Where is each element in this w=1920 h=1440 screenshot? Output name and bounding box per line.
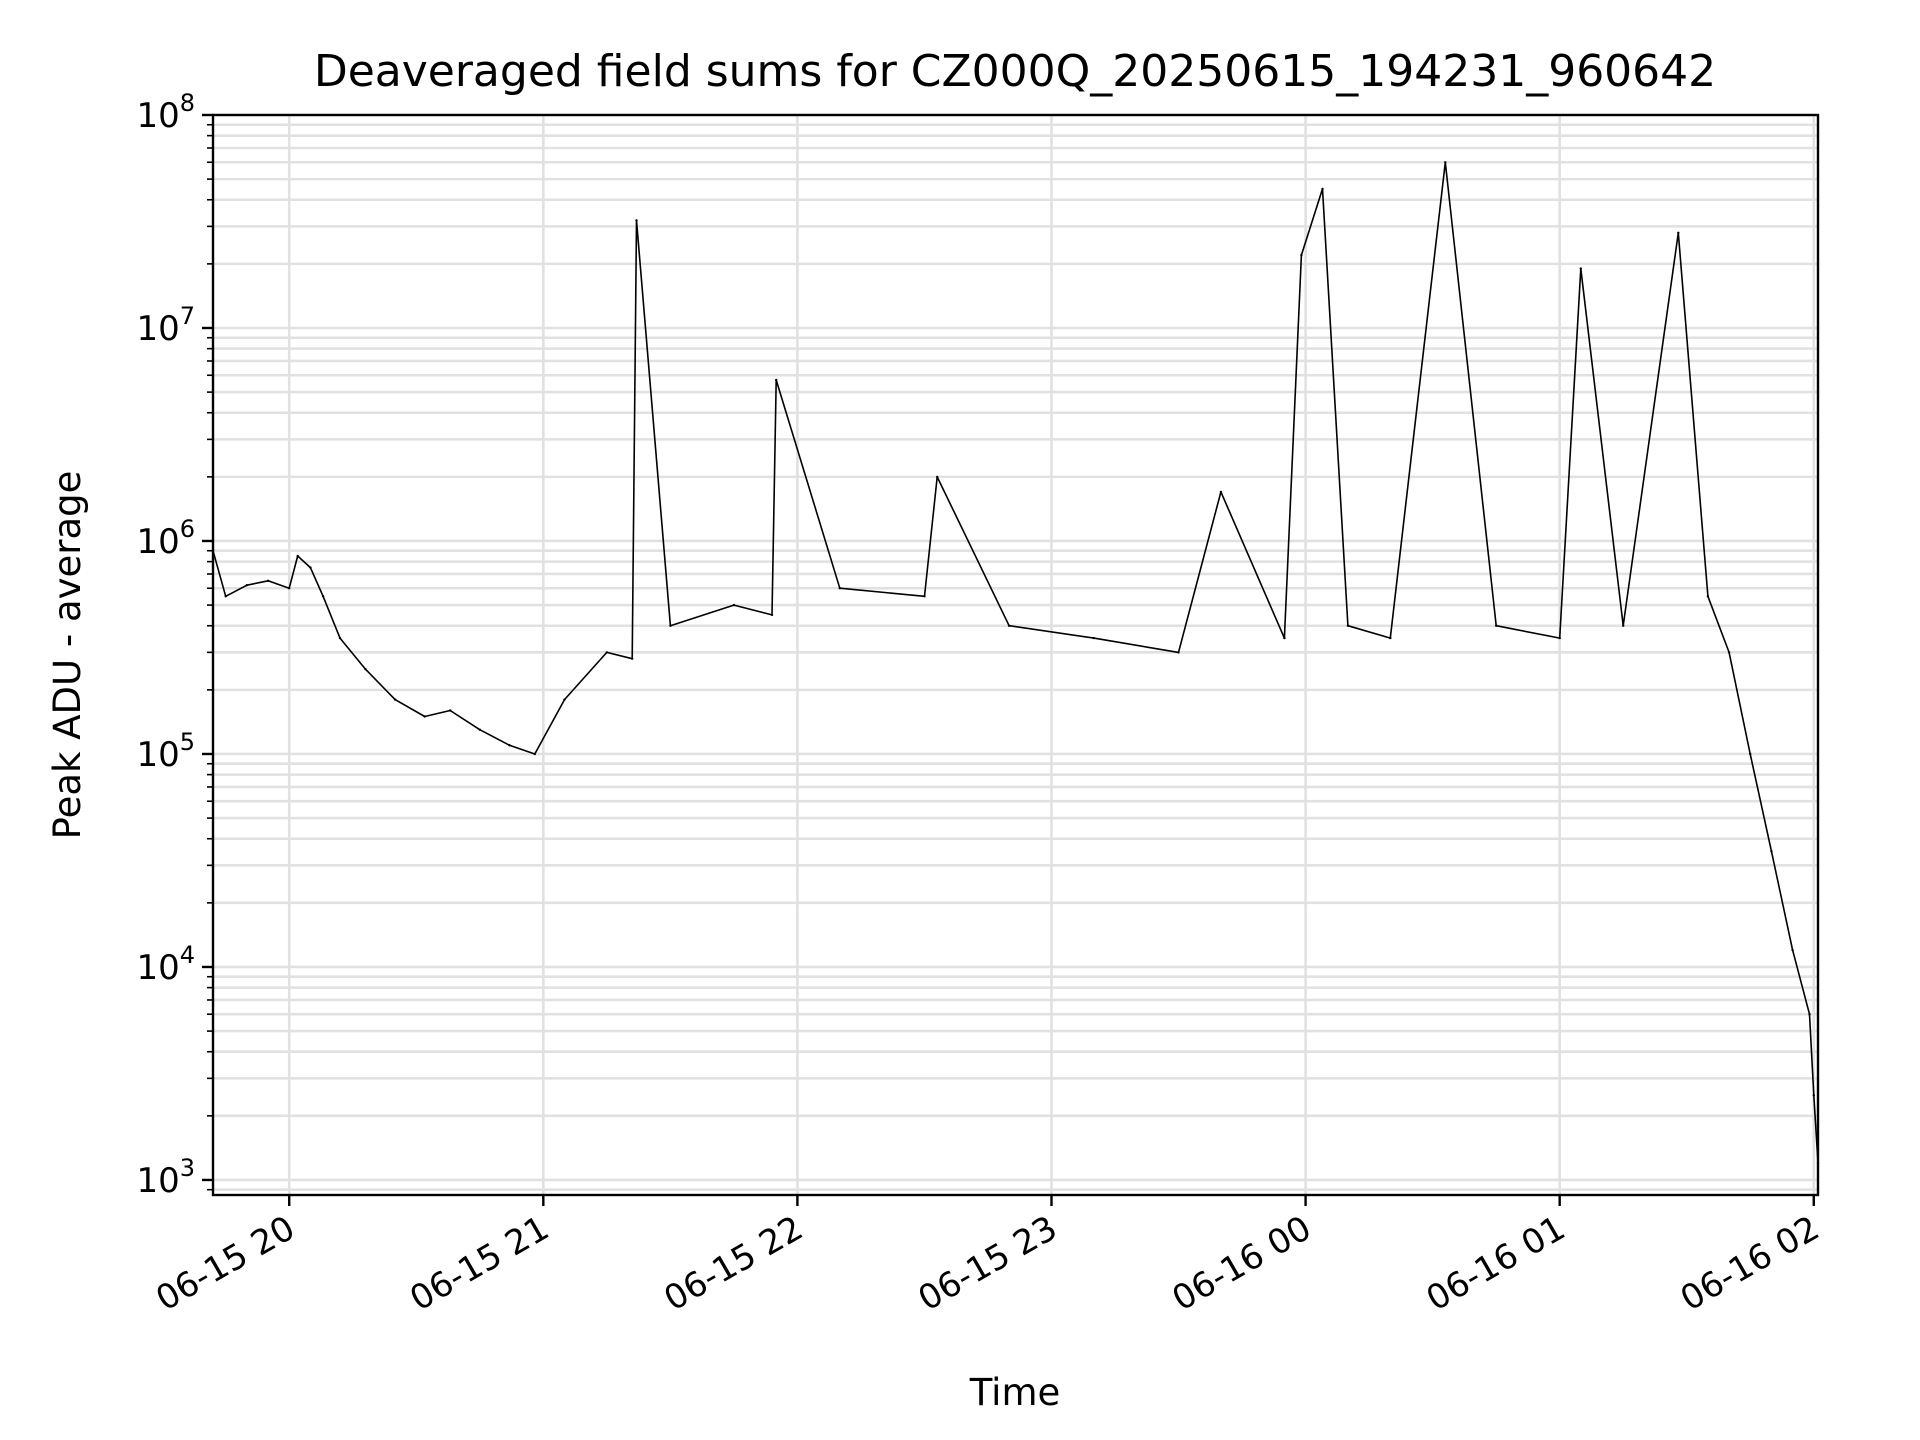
data-point [605,651,608,654]
data-point [224,595,227,598]
data-point [1495,624,1498,627]
data-point [309,566,312,569]
data-point [508,744,511,747]
data-point [1622,624,1625,627]
y-axis: 103 104 105 106 107 108 [136,89,213,1201]
data-point [669,624,672,627]
data-point [563,698,566,701]
data-point [635,219,638,222]
data-point [393,698,397,701]
data-point [1791,948,1794,952]
data-point [1677,231,1680,234]
data-point [1812,1094,1816,1097]
data-point [1283,636,1286,640]
data-point [732,603,736,607]
y-tick-label: 107 [136,302,195,349]
data-point [423,715,426,718]
data-point [1770,849,1773,853]
y-axis-label: Peak ADU - average [46,471,89,840]
data-point [478,728,481,731]
data-point [266,579,270,582]
plot-frame [211,113,1820,1197]
y-tick-label: 106 [136,515,195,562]
data-point [838,587,841,590]
data-point [296,554,299,558]
y-tick-label: 105 [136,728,195,775]
data-point [1177,651,1180,654]
data-point [1389,636,1392,640]
data-point [449,709,452,712]
data-point [1346,624,1350,627]
x-axis-label: Time [969,1371,1061,1414]
y-tick-label: 104 [136,941,195,988]
data-point [1092,636,1096,640]
data-point [364,668,367,671]
data-point [1444,161,1447,164]
y-tick-label: 103 [136,1154,195,1201]
data-point [775,378,778,382]
data-point [1321,187,1324,191]
grid [213,113,1818,1195]
y-tick-label: 108 [136,89,195,136]
data-point [1007,624,1011,627]
data-point [1300,253,1303,257]
data-point [1558,636,1561,640]
data-point [245,584,249,587]
data-point [338,636,342,640]
data-point [770,613,774,617]
data-point [321,595,325,598]
data-point [288,587,291,590]
data-point [1706,595,1710,598]
data-point [1579,267,1583,270]
data-point [1749,752,1752,756]
data-point [1219,490,1223,494]
series-line-0 [212,161,1819,1164]
chart-title: Deaveraged field sums for CZ000Q_2025061… [314,46,1716,97]
data-point [631,657,634,660]
data-point [1727,651,1731,654]
data-point [923,595,926,598]
data-point [936,475,939,479]
data-point [1808,1013,1811,1016]
data-point [533,752,536,756]
